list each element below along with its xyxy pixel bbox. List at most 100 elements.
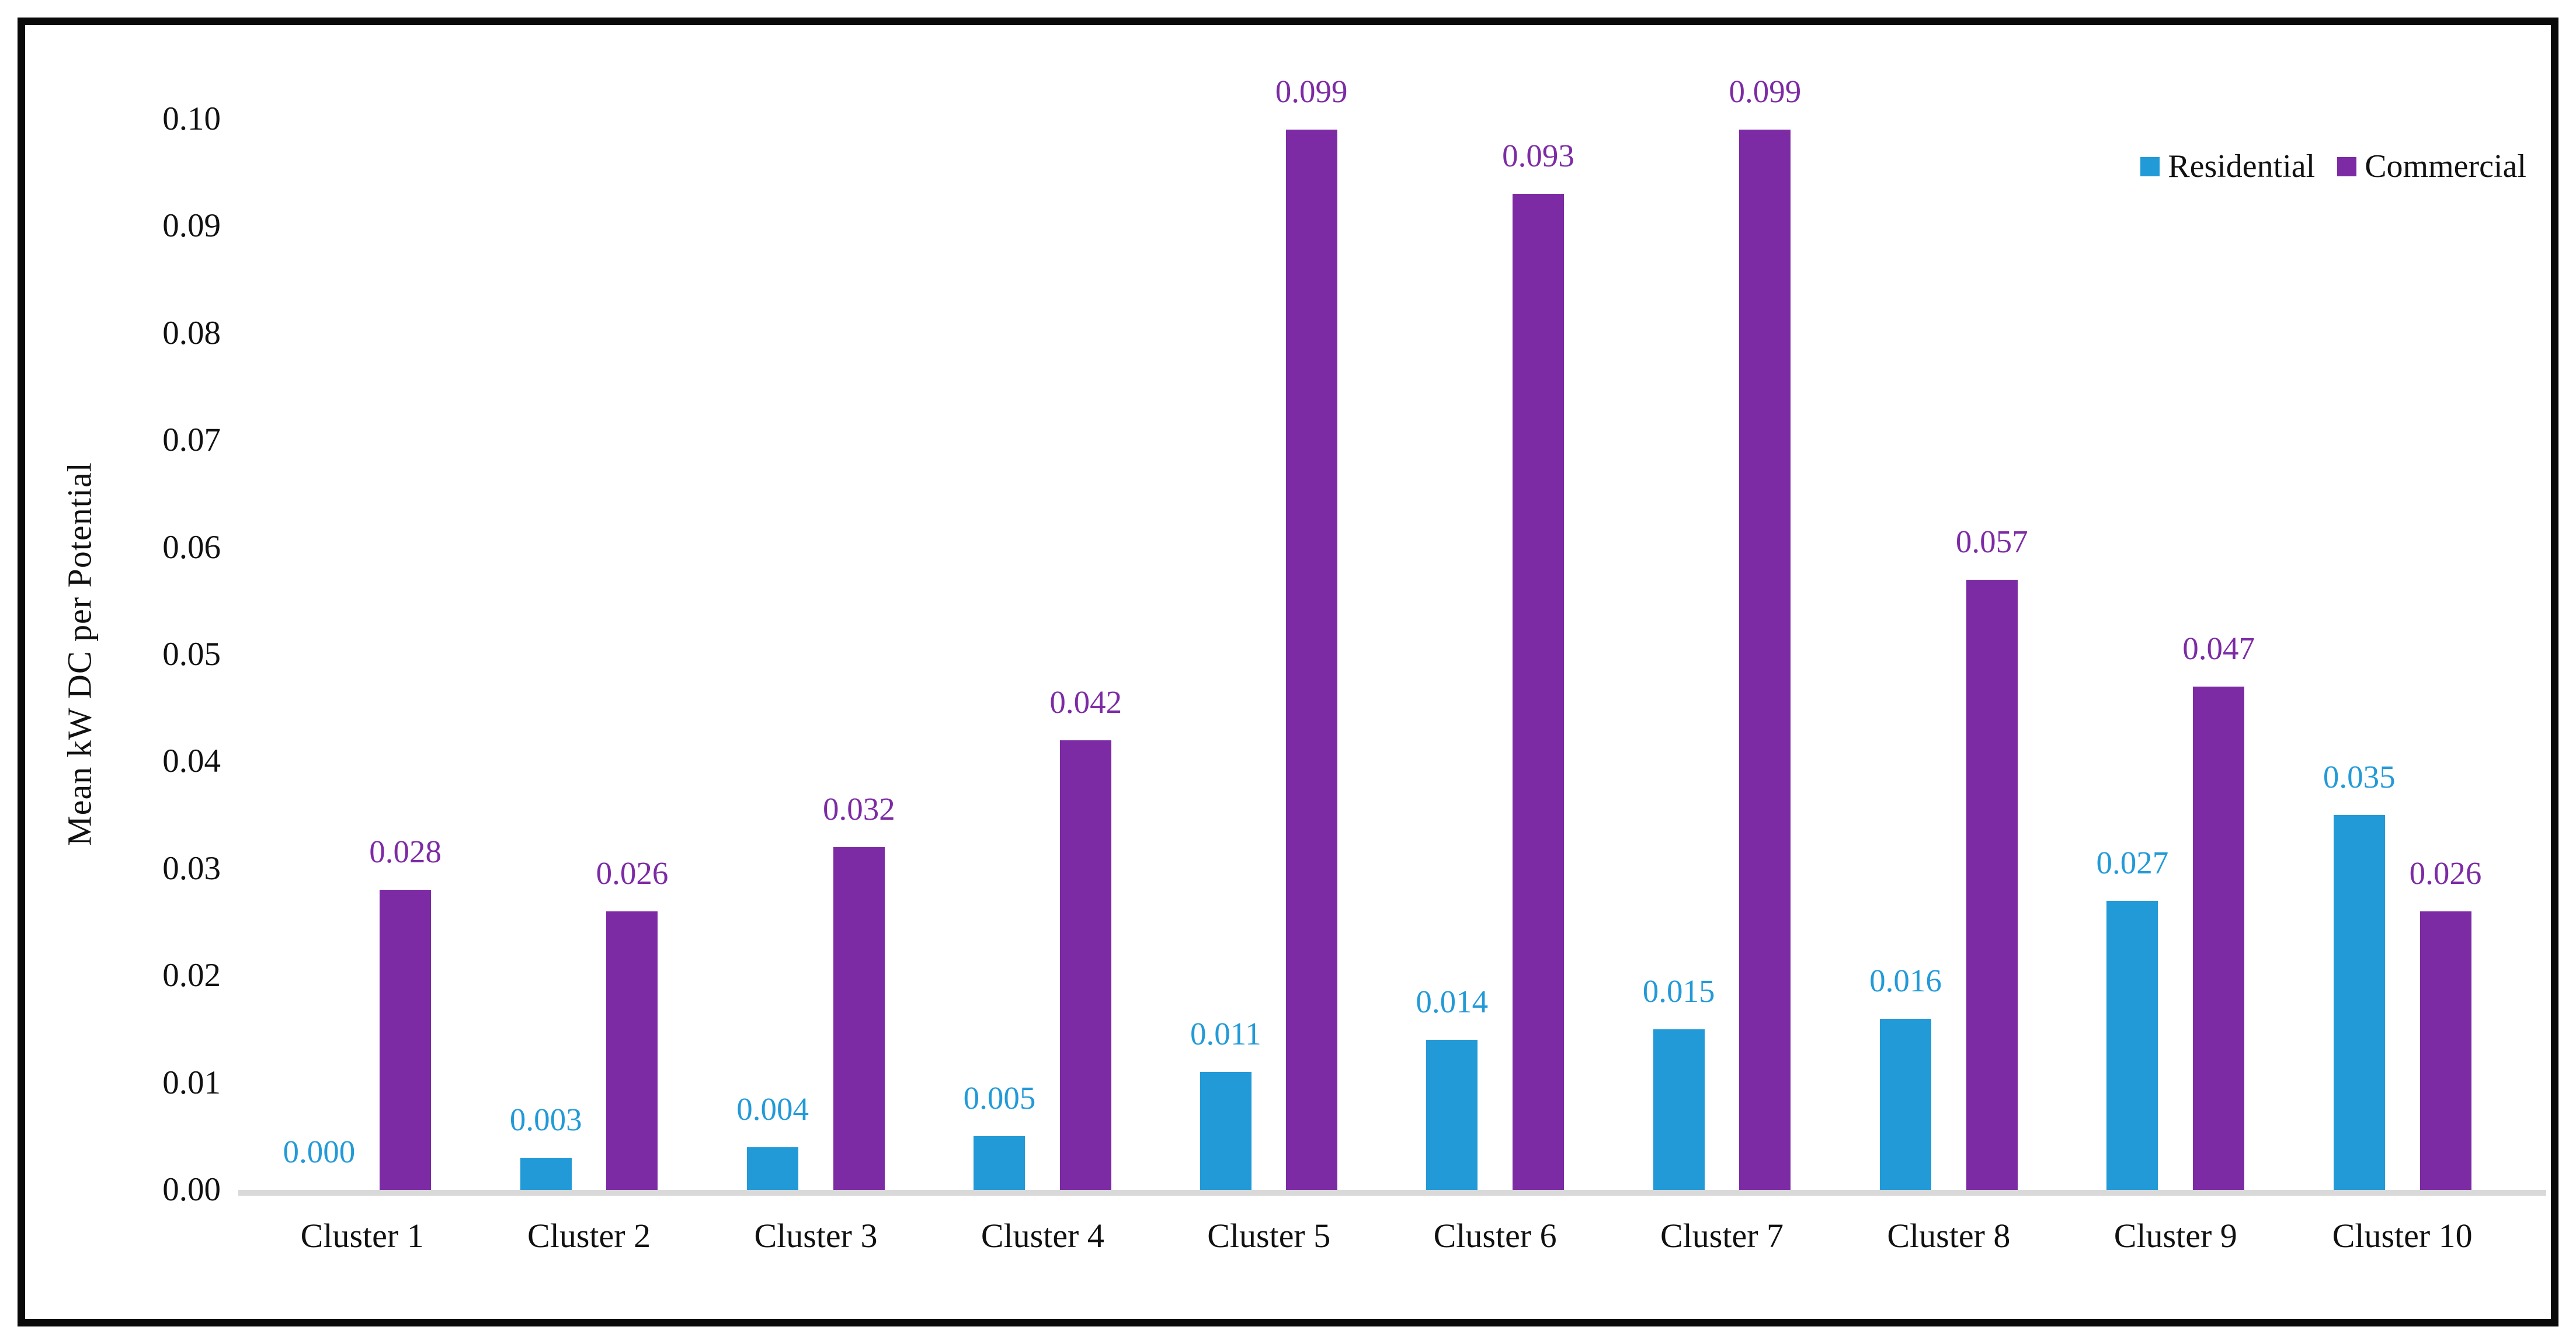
residential-bar-column: 0.027 — [2096, 844, 2169, 1190]
category-label: Cluster 10 — [2332, 1217, 2473, 1255]
residential-data-label: 0.014 — [1416, 984, 1489, 1020]
commercial-bar-column: 0.028 — [369, 835, 441, 1190]
commercial-bar-column: 0.099 — [1729, 74, 1802, 1190]
legend-swatch-residential — [2140, 156, 2160, 176]
commercial-data-label: 0.047 — [2182, 631, 2255, 667]
residential-data-label: 0.000 — [283, 1134, 356, 1169]
category-label: Cluster 4 — [981, 1217, 1104, 1255]
commercial-bar — [2193, 687, 2245, 1190]
bar-pair: 0.035 0.026 — [2323, 761, 2482, 1190]
tick-label: 0.07 — [162, 422, 221, 459]
commercial-bar — [2419, 911, 2471, 1190]
legend: Residential Commercial — [2140, 148, 2526, 185]
legend-label-residential: Residential — [2168, 148, 2316, 184]
bar-pair: 0.003 0.026 — [510, 855, 669, 1190]
residential-bar — [1426, 1040, 1478, 1190]
residential-bar — [2333, 815, 2385, 1190]
commercial-bar-column: 0.026 — [2409, 855, 2482, 1190]
bar-pair: 0.027 0.047 — [2097, 632, 2255, 1190]
category-label: Cluster 8 — [1887, 1217, 2011, 1255]
tick-label: 0.05 — [162, 636, 221, 673]
residential-bar — [2106, 900, 2158, 1190]
category-label: Cluster 6 — [1433, 1217, 1557, 1255]
commercial-bar — [380, 890, 432, 1190]
bar-pair: 0.004 0.032 — [736, 793, 895, 1190]
commercial-data-label: 0.026 — [2409, 855, 2482, 892]
tick-label: 0.10 — [162, 100, 221, 137]
residential-bar — [1880, 1018, 1932, 1190]
commercial-data-label: 0.026 — [596, 855, 669, 892]
bar-pair: 0.014 0.093 — [1416, 140, 1574, 1190]
legend-item-residential: Residential — [2140, 148, 2315, 185]
commercial-data-label: 0.099 — [1729, 74, 1802, 110]
cluster-group: 0.000 0.028 Cluster 1 — [283, 119, 441, 1252]
tick-label: 0.03 — [162, 849, 221, 887]
residential-bar-column: 0.035 — [2323, 761, 2396, 1190]
residential-data-label: 0.027 — [2096, 844, 2169, 880]
tick-label: 0.06 — [162, 528, 221, 566]
tick-label: 0.04 — [162, 743, 221, 780]
residential-data-label: 0.015 — [1642, 973, 1715, 1009]
residential-bar-column: 0.005 — [963, 1080, 1036, 1190]
category-label: Cluster 2 — [527, 1217, 651, 1255]
legend-label-commercial: Commercial — [2365, 148, 2526, 184]
commercial-data-label: 0.057 — [1955, 523, 2028, 559]
category-label: Cluster 7 — [1660, 1217, 1784, 1255]
commercial-bar-column: 0.042 — [1049, 686, 1122, 1190]
commercial-bar-column: 0.093 — [1502, 140, 1574, 1190]
residential-bar — [974, 1136, 1025, 1190]
cluster-group: 0.014 0.093 Cluster 6 — [1416, 119, 1574, 1252]
cluster-group: 0.035 0.026 Cluster 10 — [2323, 119, 2482, 1252]
residential-bar-column: 0.011 — [1190, 1018, 1261, 1190]
commercial-bar-column: 0.099 — [1275, 74, 1348, 1190]
cluster-group: 0.027 0.047 Cluster 9 — [2097, 119, 2255, 1252]
residential-data-label: 0.005 — [963, 1080, 1036, 1116]
tick-label: 0.09 — [162, 207, 221, 245]
cluster-group: 0.003 0.026 Cluster 2 — [510, 119, 669, 1252]
residential-data-label: 0.003 — [509, 1101, 582, 1137]
tick-label: 0.02 — [162, 957, 221, 994]
residential-data-label: 0.035 — [2323, 759, 2396, 795]
commercial-data-label: 0.099 — [1275, 74, 1348, 110]
bar-pair: 0.015 0.099 — [1643, 74, 1802, 1190]
residential-data-label: 0.011 — [1190, 1016, 1261, 1052]
cluster-group: 0.004 0.032 Cluster 3 — [736, 119, 895, 1252]
residential-bar — [747, 1147, 799, 1190]
tick-label: 0.08 — [162, 314, 221, 351]
category-label: Cluster 1 — [300, 1217, 424, 1255]
tick-label: 0.01 — [162, 1064, 221, 1101]
commercial-bar-column: 0.026 — [596, 855, 669, 1190]
commercial-data-label: 0.032 — [822, 791, 895, 827]
residential-bar-column: 0.014 — [1416, 986, 1488, 1190]
residential-bar-column: 0.000 — [283, 1136, 355, 1190]
tick-label: 0.00 — [162, 1171, 221, 1208]
cluster-group: 0.015 0.099 Cluster 7 — [1643, 75, 1802, 1252]
x-axis-line — [238, 1190, 2546, 1196]
commercial-bar — [1739, 130, 1791, 1190]
residential-bar-column: 0.003 — [510, 1103, 582, 1190]
plot-area: 0.000 0.028 Cluster 1 0.003 0.026 Cluster 2 0.… — [249, 75, 2516, 1253]
commercial-bar — [606, 911, 658, 1190]
commercial-bar-column: 0.032 — [823, 793, 895, 1190]
category-label: Cluster 5 — [1207, 1217, 1331, 1255]
residential-bar-column: 0.015 — [1643, 975, 1715, 1190]
commercial-bar — [1512, 194, 1564, 1190]
residential-bar — [520, 1157, 572, 1190]
category-label: Cluster 3 — [754, 1217, 878, 1255]
commercial-bar-column: 0.057 — [1956, 525, 2028, 1190]
bar-pair: 0.011 0.099 — [1190, 75, 1347, 1190]
residential-bar — [1653, 1029, 1705, 1190]
bar-pair: 0.016 0.057 — [1869, 525, 2028, 1190]
commercial-bar-column: 0.047 — [2182, 632, 2255, 1190]
bar-pair: 0.005 0.042 — [964, 686, 1122, 1190]
cluster-group: 0.005 0.042 Cluster 4 — [964, 119, 1122, 1253]
residential-bar — [1200, 1072, 1252, 1190]
residential-data-label: 0.004 — [736, 1091, 809, 1127]
commercial-data-label: 0.042 — [1049, 684, 1122, 720]
category-label: Cluster 9 — [2113, 1217, 2237, 1255]
cluster-group: 0.011 0.099 Cluster 5 — [1190, 75, 1347, 1252]
legend-item-commercial: Commercial — [2337, 148, 2526, 185]
commercial-bar — [1966, 579, 2018, 1190]
